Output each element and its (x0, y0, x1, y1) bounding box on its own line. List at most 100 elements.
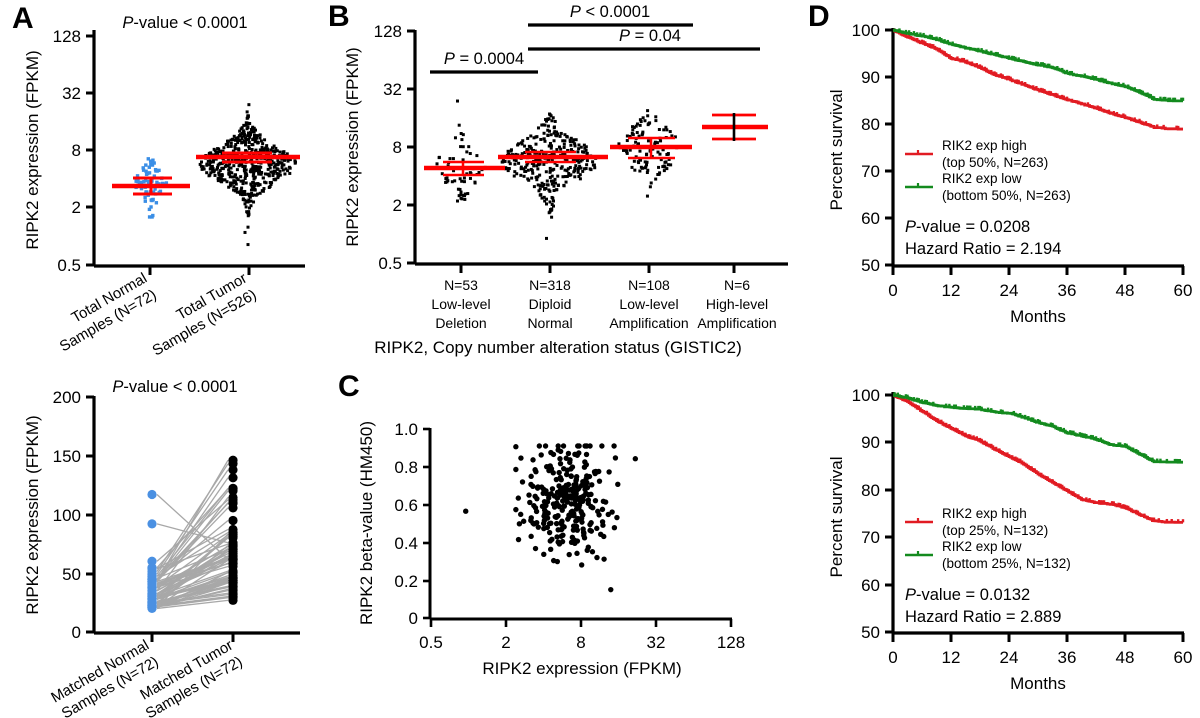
panel-b-ytick-0: 128 (374, 22, 402, 41)
panel-b-ytick-1: 32 (383, 80, 402, 99)
panel-d-bottom-y-axis-title: Percent survival (827, 457, 846, 578)
panel-d-top-xtick-1: 12 (942, 281, 961, 300)
svg-text:Amplification: Amplification (609, 315, 688, 331)
panel-d-top-legend-0-line1: RIK2 exp high (942, 138, 1027, 153)
panel-c-xtick-1: 2 (501, 633, 510, 652)
svg-text:Low-level: Low-level (431, 296, 490, 312)
panel-b-bracket-2: P = 0.04 (528, 27, 760, 51)
svg-text:Amplification: Amplification (697, 315, 776, 331)
panel-d-bottom-curves (893, 392, 1185, 524)
svg-text:N=6: N=6 (724, 277, 750, 293)
svg-text:N=318: N=318 (529, 277, 571, 293)
panel-b-group-1-points (500, 112, 598, 240)
panel-d-top: D 100 90 80 70 60 50 (800, 0, 1200, 370)
panel-b-group-2-points (617, 109, 679, 198)
panel-c-ytick-1: 0.8 (394, 458, 418, 477)
panel-c-x-ticks: 0.5 2 8 32 128 (419, 619, 745, 652)
panel-a-plot: P-value < 0.0001 128 32 8 2 0.5 RIP (23, 14, 305, 359)
panel-b-plot: P = 0.0004 P < 0.0001 P = 0.04 128 32 (343, 3, 788, 357)
panel-b-group-3-mean (702, 113, 768, 141)
panel-d-letter: D (808, 0, 830, 33)
panel-d-top-plot: 100 90 80 70 60 50 0 12 24 36 48 60 (827, 21, 1192, 326)
panel-c-plot: 1.0 0.8 0.6 0.4 0.2 0 0.5 2 8 32 128 RIP… (357, 420, 745, 678)
panel-d-bottom-legend-1-line1: RIK2 exp low (942, 539, 1022, 554)
panel-d-top-legend: RIK2 exp high (top 50%, N=263) RIK2 exp … (905, 138, 1071, 203)
panel-c-ytick-5: 0 (409, 609, 418, 628)
panel-d-bottom: 100 90 80 70 60 50 0 12 24 36 48 60 (800, 370, 1200, 718)
panel-d-bottom-xtick-2: 24 (1000, 648, 1019, 667)
panel-d-bottom-stats: P-value = 0.0132 Hazard Ratio = 2.889 (905, 586, 1061, 626)
panel-d-bottom-legend-0-line2: (top 25%, N=132) (942, 523, 1048, 538)
panel-d-bottom-ytick-0: 100 (852, 386, 880, 405)
panel-a2-ytick-3: 50 (62, 565, 81, 584)
panel-d-top-xtick-4: 48 (1116, 281, 1135, 300)
panel-c-ytick-2: 0.6 (394, 496, 418, 515)
panel-a-letter: A (12, 2, 34, 35)
panel-d-top-legend-0-line2: (top 50%, N=263) (942, 155, 1048, 170)
panel-d-top-curves (893, 28, 1185, 131)
panel-c-x-axis-title: RIPK2 expression (FPKM) (482, 659, 681, 678)
panel-b-group-1-label: N=318 Diploid Normal (527, 277, 572, 331)
panel-a2-ytick-4: 0 (72, 623, 81, 642)
panel-a2-ytick-0: 200 (53, 388, 81, 407)
panel-c-ytick-0: 1.0 (394, 420, 418, 439)
panel-b-ytick-4: 0.5 (378, 254, 402, 273)
panel-d-top-stat-pvalue: P-value = 0.0208 (905, 218, 1030, 236)
panel-a2-y-ticks: 200 150 100 50 0 (53, 388, 94, 642)
panel-d-bottom-x-axis-title: Months (1010, 674, 1066, 693)
panel-d-top-x-axis-title: Months (1010, 307, 1066, 326)
panel-a-ytick-1: 32 (62, 84, 81, 103)
panel-d-bottom-legend-1-line2: (bottom 25%, N=132) (942, 556, 1071, 571)
panel-c-xtick-2: 8 (576, 633, 585, 652)
panel-d-top-y-ticks: 100 90 80 70 60 50 (852, 21, 893, 275)
panel-d-bottom-ytick-2: 80 (861, 481, 880, 500)
panel-a-y-axis-title: RIPK2 expression (FPKM) (23, 50, 42, 249)
svg-text:Deletion: Deletion (435, 315, 486, 331)
panel-d-bottom-ytick-4: 60 (861, 576, 880, 595)
panel-a2-y-axis-title: RIPK2 expression (FPKM) (23, 415, 42, 614)
panel-d-bottom-xtick-3: 36 (1058, 648, 1077, 667)
panel-d-bottom-xtick-1: 12 (942, 648, 961, 667)
panel-d-top-legend-1-line2: (bottom 50%, N=263) (942, 188, 1071, 203)
panel-a-ytick-4: 0.5 (57, 256, 81, 275)
panel-b-letter: B (328, 0, 350, 33)
panel-a-y-ticks: 128 32 8 2 0.5 (53, 27, 94, 275)
panel-c-y-axis-title: RIPK2 beta-value (HM450) (357, 421, 376, 625)
panel-a: A P-value < 0.0001 128 32 8 2 0.5 (0, 0, 320, 370)
panel-a-x-ticks (148, 266, 251, 275)
svg-text:P < 0.0001: P < 0.0001 (570, 3, 650, 21)
panel-b-group-1-mean (498, 150, 608, 164)
panel-c-ytick-4: 0.2 (394, 572, 418, 591)
panel-d-bottom-x-ticks: 0 12 24 36 48 60 (888, 633, 1192, 667)
panel-d-top-xtick-3: 36 (1058, 281, 1077, 300)
svg-text:N=108: N=108 (628, 277, 670, 293)
panel-a-group-0-label: Total Normal Samples (N=72) (57, 270, 160, 356)
svg-text:P = 0.04: P = 0.04 (619, 27, 681, 45)
panel-d-bottom-legend-0-line1: RIK2 exp high (942, 506, 1027, 521)
panel-b-bracket-1: P < 0.0001 (528, 3, 693, 27)
panel-a-matched-plot: P-value < 0.0001 200 150 100 50 0 RIPK2 … (23, 378, 300, 718)
panel-a-ytick-2: 8 (72, 141, 81, 160)
panel-c-letter: C (338, 370, 360, 403)
panel-b-group-0-label: N=53 Low-level Deletion (431, 277, 490, 331)
panel-c-y-ticks: 1.0 0.8 0.6 0.4 0.2 0 (394, 420, 430, 628)
panel-d-bottom-xtick-0: 0 (888, 648, 897, 667)
panel-d-top-legend-1-line1: RIK2 exp low (942, 171, 1022, 186)
panel-a2-link-lines (156, 459, 229, 610)
panel-d-top-xtick-0: 0 (888, 281, 897, 300)
panel-a-tumor-points (198, 103, 298, 247)
panel-b-ytick-3: 2 (393, 196, 402, 215)
svg-text:Normal: Normal (527, 315, 572, 331)
panel-b-group-0-points (435, 99, 487, 203)
panel-b-group-2-mean (610, 136, 692, 160)
panel-d-bottom-y-ticks: 100 90 80 70 60 50 (852, 386, 893, 642)
panel-d-bottom-ytick-5: 50 (861, 623, 880, 642)
panel-a-tumor-mean (196, 151, 300, 164)
panel-a2-normal-points (147, 489, 157, 614)
panel-d-top-ytick-1: 90 (861, 68, 880, 87)
panel-a2-tumor-points (228, 455, 238, 605)
svg-text:N=53: N=53 (444, 277, 478, 293)
panel-d-top-ytick-4: 60 (861, 209, 880, 228)
svg-text:P = 0.0004: P = 0.0004 (444, 50, 524, 68)
